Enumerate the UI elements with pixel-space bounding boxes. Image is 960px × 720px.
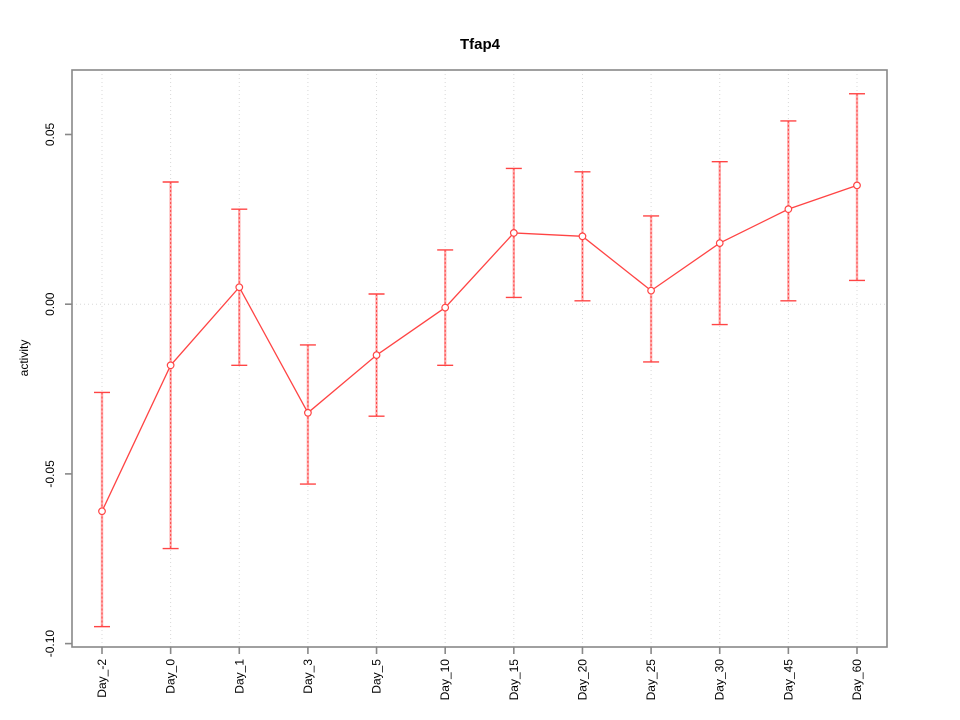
data-point [715,239,724,248]
x-tick-label: Day_15 [507,659,521,701]
x-tick-label: Day_20 [575,659,589,701]
data-point [98,507,106,516]
x-tick-label: Day_0 [164,659,178,694]
data-point [784,205,793,214]
axes: 0.05 0.00 -0.05 -0.10 Day_-2 Day_0 Day_1 Day_3 D… [43,69,888,701]
data-point [166,361,175,370]
plot-border [71,69,888,648]
x-tick-label: Day_45 [781,659,795,701]
x-tick-label: Day_3 [301,659,315,694]
x-tick-label: Day_25 [644,659,658,701]
data-point [853,181,861,190]
data-point [647,286,655,295]
data-point [235,283,244,292]
y-tick-label: -0.10 [43,630,57,658]
gridlines [72,70,887,647]
y-axis-title: activity [17,340,31,377]
x-tick-label: Day_10 [438,659,452,701]
y-tick-label: -0.05 [43,460,57,488]
series-tfap4 [94,93,865,628]
x-tick-label: Day_30 [713,659,727,701]
data-point [509,229,518,237]
x-tick-label: Day_1 [232,659,246,694]
data-point [441,303,450,312]
data-point [304,408,312,417]
series-line [101,184,858,512]
x-tick-label: Day_60 [850,659,864,701]
chart-title: Tfap4 [460,36,501,53]
x-tick-label: Day_5 [370,659,384,694]
y-tick-label: 0.00 [43,292,57,316]
data-point [372,351,381,360]
data-point [578,232,587,241]
x-tick-label: Day_-2 [95,659,109,698]
y-tick-label: 0.05 [43,122,57,146]
